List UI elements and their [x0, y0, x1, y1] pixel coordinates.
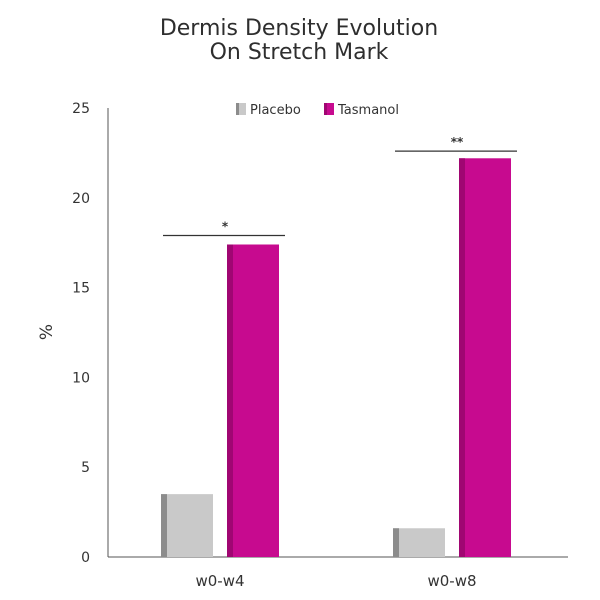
bar-tasmanol-w0-w4: [227, 244, 279, 557]
bar-placebo-w0-w8: [393, 528, 445, 557]
significance-annotations: ***: [163, 135, 517, 237]
y-tick-label: 5: [81, 460, 90, 476]
bar-shade-tasmanol-w0-w8: [459, 158, 465, 557]
legend-swatch-shade-placebo: [236, 103, 239, 115]
y-tick-label: 25: [72, 101, 90, 117]
bars: [161, 158, 511, 557]
y-tick-label: 20: [72, 191, 90, 207]
x-tick-label: w0-w4: [195, 572, 244, 590]
legend-swatch-placebo: [236, 103, 246, 115]
legend: Placebo Tasmanol: [236, 103, 399, 118]
bar-shade-placebo-w0-w4: [161, 494, 167, 557]
y-axis-label: %: [37, 324, 57, 340]
y-tick-label: 15: [72, 281, 90, 297]
y-tick-label: 0: [81, 550, 90, 566]
bar-placebo-w0-w4: [161, 494, 213, 557]
bar-tasmanol-w0-w8: [459, 158, 511, 557]
x-tick-label: w0-w8: [427, 572, 476, 590]
bar-shade-placebo-w0-w8: [393, 528, 399, 557]
legend-label-tasmanol: Tasmanol: [337, 103, 399, 118]
legend-label-placebo: Placebo: [250, 103, 301, 118]
bar-shade-tasmanol-w0-w4: [227, 244, 233, 557]
significance-marker: **: [451, 135, 464, 149]
chart-title: Dermis Density Evolution: [160, 16, 438, 41]
chart-subtitle: On Stretch Mark: [210, 40, 389, 65]
legend-swatch-shade-tasmanol: [324, 103, 327, 115]
legend-swatch-tasmanol: [324, 103, 334, 115]
y-tick-label: 10: [72, 370, 90, 386]
significance-marker: *: [222, 220, 229, 234]
